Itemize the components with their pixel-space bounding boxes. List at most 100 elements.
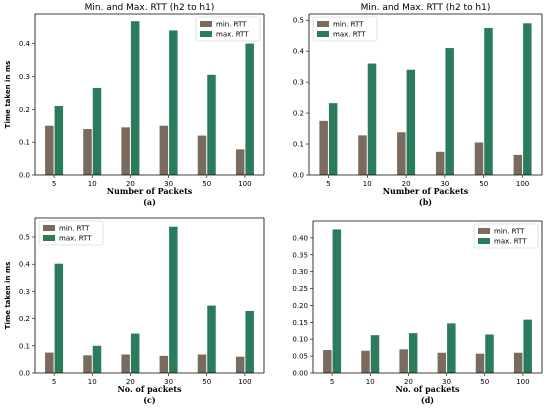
x-tick-label: 100	[238, 378, 251, 386]
legend-label-max-rtt: max. RTT	[333, 31, 366, 39]
bar-min-rtt	[474, 142, 484, 175]
chart-title: Min. and Max. RTT (h2 to h1)	[361, 3, 491, 13]
panel-caption: (c)	[143, 395, 156, 405]
y-tick-label: 0.10	[292, 336, 308, 344]
x-tick-label: 50	[202, 180, 211, 188]
chart-panel-c: 0.0 0.1 0.2 0.3 0.4 0.5 5 10 20 30 50 100 No. of pac…	[4, 217, 265, 405]
bar-max-rtt	[207, 74, 216, 175]
bar-min-rtt	[397, 132, 406, 175]
y-tick-label: 0.05	[292, 353, 308, 361]
bar-max-rtt	[245, 311, 254, 373]
x-tick-label: 30	[164, 378, 173, 386]
bar-min-rtt	[121, 354, 130, 373]
legend-label-max-rtt: max. RTT	[59, 235, 92, 243]
y-tick-label: 0.5	[19, 234, 30, 242]
legend-label-min-rtt: min. RTT	[494, 228, 525, 236]
x-tick-label: 5	[52, 180, 56, 188]
bar-min-rtt	[197, 354, 207, 373]
x-axis-label: Number of Packets	[383, 186, 469, 196]
bar-min-rtt	[513, 352, 523, 373]
bar-max-rtt	[447, 323, 456, 373]
bar-max-rtt	[92, 345, 102, 373]
y-tick-label: 0.3	[293, 79, 304, 87]
legend-label-min-rtt: min. RTT	[216, 21, 247, 29]
legend-label-min-rtt: min. RTT	[333, 21, 364, 29]
bar-max-rtt	[130, 21, 140, 175]
bar-max-rtt	[370, 335, 380, 373]
x-tick-label: 50	[479, 180, 488, 188]
y-tick-label: 0.0	[293, 172, 304, 180]
bar-max-rtt	[169, 30, 178, 175]
y-axis-label: Time taken in ms	[4, 61, 12, 129]
x-tick-label: 100	[516, 180, 529, 188]
x-tick-label: 50	[202, 378, 211, 386]
legend-swatch-max-rtt	[478, 238, 490, 244]
y-tick-label: 0.20	[292, 302, 308, 310]
y-tick-label: 0.2	[19, 106, 30, 114]
legend-swatch-min-rtt	[478, 228, 490, 234]
x-tick-label: 50	[480, 378, 489, 386]
x-tick-label: 20	[404, 378, 413, 386]
x-tick-label: 10	[366, 378, 375, 386]
bar-max-rtt	[485, 334, 494, 373]
y-tick-label: 0.30	[292, 268, 308, 276]
bar-min-rtt	[159, 125, 169, 175]
x-tick-label: 5	[330, 378, 334, 386]
chart-panel-d: 0.00 0.05 0.10 0.15 0.20 0.25 0.30 0.35 0.40 5 10 2…	[292, 220, 543, 405]
legend-swatch-min-rtt	[43, 225, 55, 231]
x-tick-label: 20	[126, 180, 135, 188]
bar-max-rtt	[130, 333, 140, 373]
bar-max-rtt	[54, 263, 64, 373]
bar-min-rtt	[235, 149, 245, 175]
bar-max-rtt	[523, 23, 532, 175]
legend-label-max-rtt: max. RTT	[216, 31, 249, 39]
y-tick-label: 0.4	[293, 48, 305, 56]
x-axis-label: No. of packets	[117, 384, 182, 394]
chart-panel-b: Min. and Max. RTT (h2 to h1) 0.0 0.1 0.2 0.3…	[293, 3, 543, 207]
legend-swatch-max-rtt	[317, 31, 329, 37]
panel-caption: (b)	[419, 197, 432, 207]
bar-min-rtt	[361, 350, 370, 373]
legend-label-max-rtt: max. RTT	[494, 238, 527, 246]
legend-swatch-min-rtt	[200, 21, 212, 27]
y-tick-label: 0.2	[293, 110, 304, 118]
x-tick-label: 10	[88, 180, 97, 188]
bar-min-rtt	[358, 135, 367, 175]
legend-swatch-min-rtt	[317, 21, 329, 27]
bar-max-rtt	[408, 333, 418, 373]
bar-max-rtt	[54, 106, 64, 175]
y-tick-label: 0.15	[292, 319, 308, 327]
y-tick-label: 0.2	[19, 315, 30, 323]
x-axis-label: Number of Packets	[107, 186, 193, 196]
y-tick-label: 0.40	[292, 234, 308, 242]
y-tick-label: 0.00	[292, 370, 308, 378]
y-tick-label: 0.3	[19, 73, 30, 81]
y-tick-label: 0.1	[19, 342, 30, 350]
panel-caption: (a)	[143, 197, 156, 207]
bar-min-rtt	[197, 135, 207, 175]
bar-min-rtt	[45, 352, 54, 373]
y-tick-label: 0.4	[19, 261, 31, 269]
x-tick-label: 100	[238, 180, 251, 188]
chart-panel-a: Min. and Max. RTT (h2 to h1) 0.0 0.1 0.2 0.3…	[4, 3, 265, 207]
legend-swatch-max-rtt	[43, 235, 55, 241]
x-tick-label: 30	[442, 378, 451, 386]
x-tick-label: 5	[52, 378, 56, 386]
bar-min-rtt	[437, 352, 447, 373]
y-tick-label: 0.4	[19, 40, 31, 48]
y-tick-label: 0.5	[293, 17, 304, 25]
x-axis-label: No. of packets	[395, 384, 460, 394]
bar-max-rtt	[445, 48, 454, 175]
bar-min-rtt	[159, 355, 169, 373]
bar-max-rtt	[523, 319, 532, 373]
bar-max-rtt	[328, 103, 338, 175]
bar-max-rtt	[484, 27, 493, 175]
bar-min-rtt	[435, 151, 445, 175]
bar-min-rtt	[45, 125, 54, 175]
chart-title: Min. and Max. RTT (h2 to h1)	[85, 3, 215, 13]
bar-min-rtt	[319, 120, 328, 175]
y-tick-label: 0.0	[19, 172, 30, 180]
bar-max-rtt	[207, 305, 216, 373]
x-tick-label: 30	[164, 180, 173, 188]
x-tick-label: 30	[440, 180, 449, 188]
